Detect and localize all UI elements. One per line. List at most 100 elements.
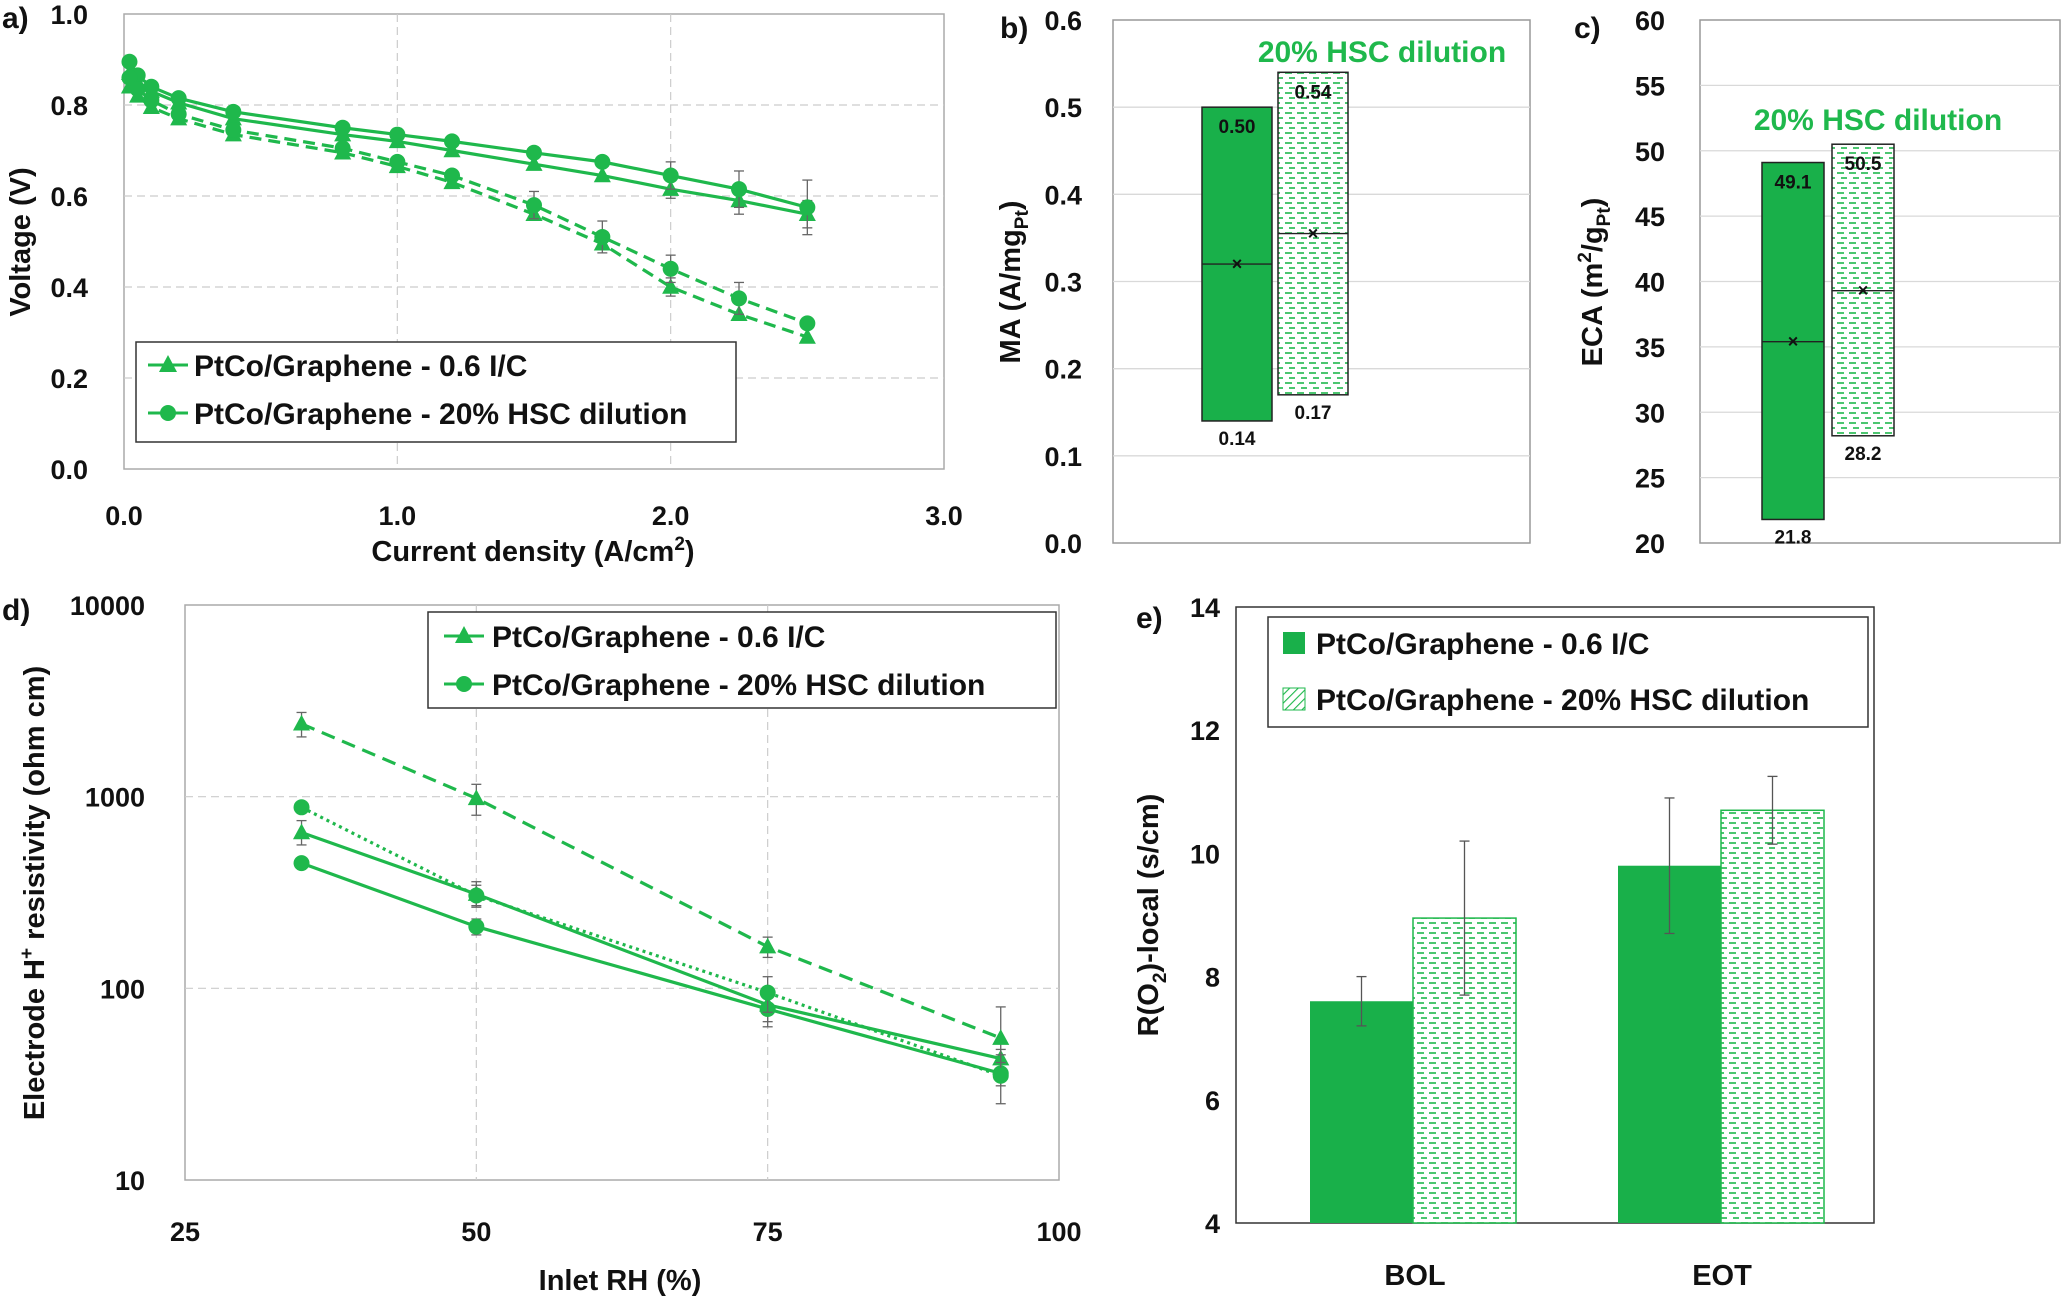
data-point — [468, 918, 485, 935]
data-point — [759, 984, 776, 1001]
data-point — [594, 228, 611, 245]
legend-marker-circle — [160, 405, 176, 421]
y-tick-label: 0.0 — [1044, 529, 1082, 559]
x-tick-label: 100 — [1036, 1217, 1081, 1247]
y-axis-title-main: R(O — [1133, 983, 1165, 1036]
y-tick-label: 1.0 — [50, 0, 88, 30]
mean-marker: × — [1232, 254, 1243, 274]
x-tick-label: 25 — [170, 1217, 200, 1247]
x-tick-label: 3.0 — [925, 501, 963, 531]
bar-1-1 — [1720, 809, 1825, 1224]
y-tick-label: 0.2 — [50, 364, 88, 394]
x-axis-title: Current density (A/cm2) — [371, 534, 694, 568]
panel-label: e) — [1136, 602, 1163, 635]
data-series — [120, 53, 816, 344]
chart-title: 20% HSC dilution — [1258, 36, 1506, 69]
max-label: 50.5 — [1845, 154, 1882, 175]
resistivity-chart: 10 100 1000 10000 25 50 75 100 d) Electrode H+… — [2, 591, 1082, 1297]
y-axis-title: ECA (m2/gPt) — [1575, 198, 1615, 367]
y-tick-label: 1000 — [85, 783, 145, 813]
data-point — [170, 106, 187, 123]
data-point — [389, 153, 406, 170]
data-point — [731, 181, 747, 198]
legend-label-2: PtCo/Graphene - 20% HSC dilution — [492, 669, 985, 702]
chart-title: 20% HSC dilution — [1754, 104, 2002, 137]
data-point — [525, 155, 543, 171]
y-tick-label: 20 — [1635, 529, 1665, 559]
data-point — [526, 144, 542, 161]
data-point — [662, 260, 679, 277]
data-point — [225, 103, 242, 120]
legend-label-1: PtCo/Graphene - 0.6 I/C — [194, 350, 527, 383]
y-axis-title-sup: 2 — [1575, 252, 1596, 263]
y-axis-title-mid: /g — [1577, 226, 1609, 252]
legend-label-1: PtCo/Graphene - 0.6 I/C — [1316, 628, 1649, 661]
x-tick-label: 75 — [753, 1217, 783, 1247]
min-label: 21.8 — [1775, 527, 1812, 548]
y-tick-labels: 20 25 30 35 40 45 50 55 60 — [1635, 6, 1665, 559]
y-tick-label: 14 — [1190, 593, 1220, 623]
data-point — [594, 153, 611, 170]
data-point — [129, 81, 146, 98]
data-point — [334, 119, 351, 136]
series-line-2 — [300, 861, 1002, 1075]
y-tick-label: 55 — [1635, 71, 1665, 101]
data-point — [121, 69, 138, 86]
boxes: × 0.50 0.14 × 0.54 0.17 — [1201, 71, 1349, 450]
data-point — [467, 789, 485, 806]
min-label: 28.2 — [1845, 444, 1882, 465]
y-tick-label: 45 — [1635, 202, 1665, 232]
voltage-chart: 0.0 0.2 0.4 0.6 0.8 1.0 0.0 1.0 2.0 3.0 a) Volta… — [2, 0, 963, 568]
data-point — [389, 126, 406, 143]
y-tick-label: 12 — [1190, 716, 1220, 746]
y-tick-label: 8 — [1205, 963, 1220, 993]
y-axis-title: R(O2)-local (s/cm) — [1133, 794, 1171, 1037]
series-line-1 — [300, 722, 1002, 1040]
y-axis-title-main: ECA (m — [1577, 263, 1609, 367]
legend-box — [135, 341, 737, 443]
y-axis-title-end: ) — [1577, 198, 1609, 208]
y-axis-title-end: resistivity (ohm cm) — [19, 666, 51, 948]
data-point — [444, 167, 460, 184]
y-tick-label: 10 — [115, 1166, 145, 1196]
data-point — [292, 714, 311, 731]
x-axis-title-end: ) — [685, 536, 695, 568]
y-axis-title: Voltage (V) — [5, 167, 37, 316]
data-point — [593, 166, 611, 183]
y-tick-label: 0.0 — [50, 455, 88, 485]
y-axis-title-sub: Pt — [1012, 210, 1033, 230]
y-axis-title-main: Electrode H — [19, 959, 51, 1120]
eca-chart: 20 25 30 35 40 45 50 55 60 × 49.1 21.8 × 50.5 28.2 c)… — [1574, 6, 2061, 559]
mean-marker: × — [1788, 332, 1799, 352]
legend-marker-triangle — [159, 355, 177, 372]
y-tick-label: 50 — [1635, 137, 1665, 167]
data-point — [799, 199, 816, 216]
panel-label: c) — [1574, 12, 1601, 45]
data-point — [759, 937, 777, 954]
y-tick-label: 35 — [1635, 333, 1665, 363]
panel-label: d) — [2, 594, 30, 627]
legend-label-1: PtCo/Graphene - 0.6 I/C — [492, 621, 825, 654]
y-tick-label: 0.8 — [50, 91, 88, 121]
data-point — [225, 122, 242, 139]
data-point — [293, 799, 310, 816]
data-point — [293, 855, 310, 872]
panel-label: a) — [2, 2, 29, 35]
legend: PtCo/Graphene - 0.6 I/C PtCo/Graphene - … — [1267, 616, 1869, 728]
y-axis-title-main: MA (A/mg — [995, 229, 1027, 363]
data-point — [143, 78, 160, 95]
legend-box — [427, 611, 1057, 709]
data-point — [334, 140, 351, 157]
legend-marker-triangle — [455, 626, 473, 643]
y-tick-label: 0.4 — [50, 273, 88, 303]
legend: PtCo/Graphene - 0.6 I/C PtCo/Graphene - … — [135, 341, 737, 443]
legend-label-2: PtCo/Graphene - 20% HSC dilution — [194, 398, 687, 431]
y-tick-label: 10 — [1190, 839, 1220, 869]
min-label: 0.14 — [1219, 429, 1256, 450]
y-tick-label: 30 — [1635, 398, 1665, 428]
x-tick-labels: 0.0 1.0 2.0 3.0 — [105, 501, 963, 531]
y-tick-label: 40 — [1635, 268, 1665, 298]
mass-activity-chart: 0.0 0.1 0.2 0.3 0.4 0.5 0.6 × 0.50 0.14 × 0.54 0.17… — [995, 6, 1531, 559]
y-tick-label: 0.6 — [1044, 6, 1082, 36]
